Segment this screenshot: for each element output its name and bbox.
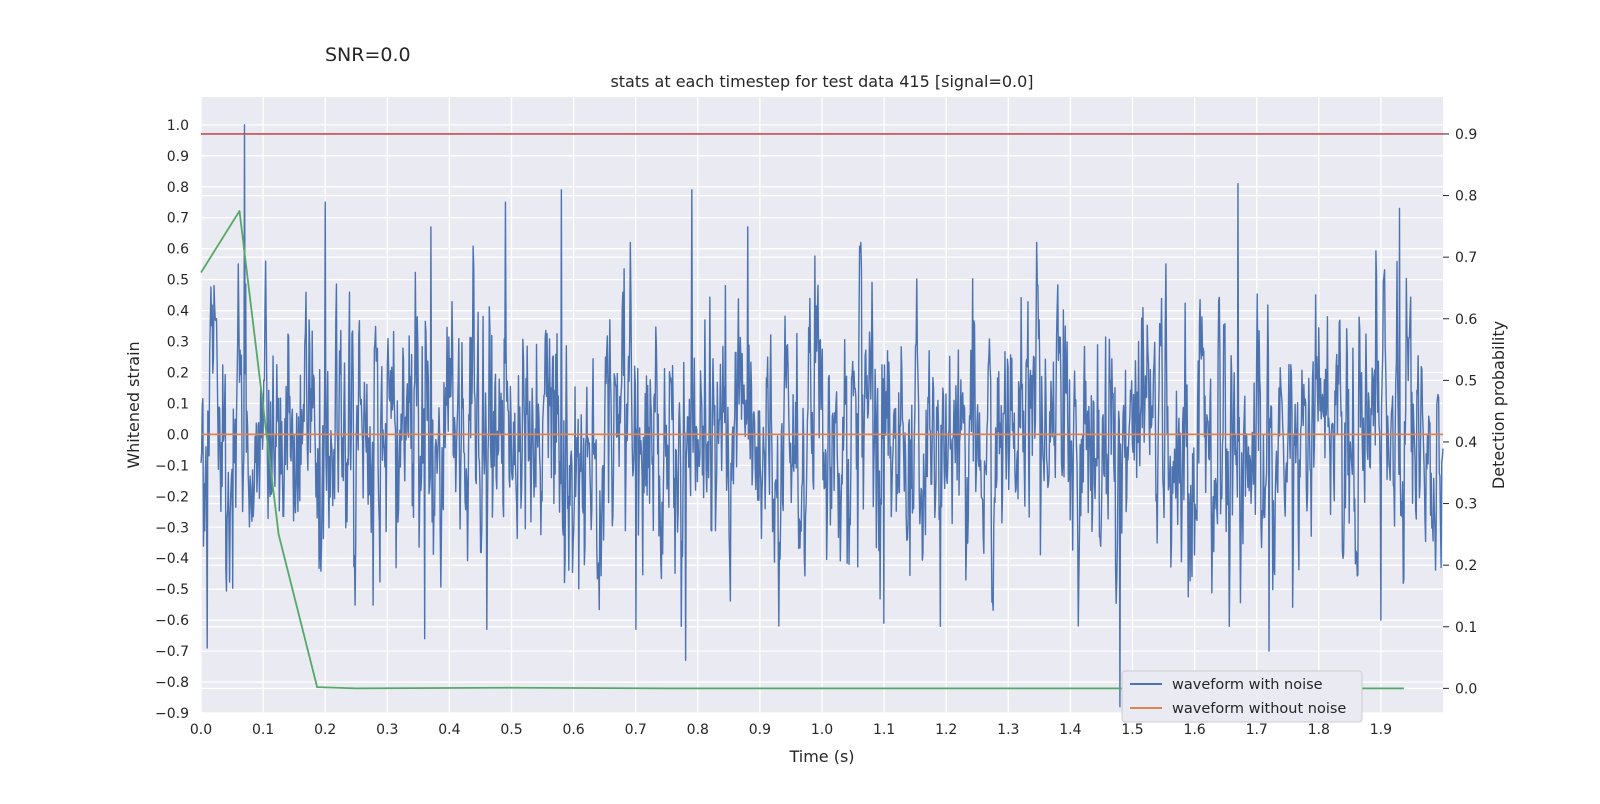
x-tick-label: 0.7 <box>625 722 647 738</box>
y-tick-label: −0.3 <box>155 520 189 536</box>
x-tick-labels: 0.0 0.1 0.2 0.3 0.4 0.5 0.6 0.7 0.8 0.9 1.0 1.1 1.2 1… <box>190 722 1392 738</box>
suptitle: SNR=0.0 <box>325 44 411 66</box>
legend: waveform with noise waveform without noi… <box>1121 670 1363 723</box>
legend-box <box>1121 670 1363 723</box>
y2-axis-label: Detection probability <box>1489 321 1508 489</box>
y-tick-label: 0.2 <box>167 365 189 381</box>
y-tick-label: −0.2 <box>155 489 189 505</box>
x-tick-label: 1.0 <box>811 722 833 738</box>
y-axis-label: Whitened strain <box>124 341 143 468</box>
x-tick-label: 1.3 <box>997 722 1019 738</box>
y2-tick-label: 0.9 <box>1455 127 1477 143</box>
chart-title: stats at each timestep for test data 415… <box>610 72 1033 91</box>
y-tick-label: 0.7 <box>167 211 189 227</box>
x-tick-label: 0.6 <box>562 722 584 738</box>
x-tick-label: 0.9 <box>749 722 771 738</box>
y-tick-label: −0.8 <box>155 675 189 691</box>
x-tick-label: 1.9 <box>1370 722 1392 738</box>
x-axis-label: Time (s) <box>788 747 854 766</box>
x-tick-label: 0.0 <box>190 722 212 738</box>
y2-tick-label: 0.2 <box>1455 558 1477 574</box>
x-tick-label: 0.1 <box>252 722 274 738</box>
y-tick-label: −0.4 <box>155 551 189 567</box>
y-tick-label: −0.6 <box>155 613 189 629</box>
y-tick-label: −0.1 <box>155 458 189 474</box>
y-tick-label: −0.9 <box>155 706 189 722</box>
y-tick-labels: 1.0 0.9 0.8 0.7 0.6 0.5 0.4 0.3 0.2 0.1 0.0 −0.1 −0.… <box>155 118 189 722</box>
x-tick-label: 1.2 <box>935 722 957 738</box>
x-tick-label: 0.8 <box>687 722 709 738</box>
y-tick-label: 0.9 <box>167 149 189 165</box>
x-tick-label: 1.4 <box>1059 722 1081 738</box>
y-tick-label: −0.7 <box>155 644 189 660</box>
y2-tick-label: 0.1 <box>1455 620 1477 636</box>
x-tick-label: 0.5 <box>500 722 522 738</box>
y-tick-label: 0.4 <box>167 304 189 320</box>
y-tick-label: 1.0 <box>167 118 189 134</box>
y-tick-label: 0.1 <box>167 396 189 412</box>
legend-label-waveform-with-noise: waveform with noise <box>1172 677 1323 693</box>
y-tick-label: 0.8 <box>167 180 189 196</box>
y-tick-label: 0.5 <box>167 273 189 289</box>
x-tick-label: 1.7 <box>1246 722 1268 738</box>
x-tick-label: 0.4 <box>438 722 460 738</box>
y-tick-label: −0.5 <box>155 582 189 598</box>
y2-tick-label: 0.8 <box>1455 189 1477 205</box>
y2-tick-label: 0.0 <box>1455 681 1477 697</box>
series-line-waveform-with-noise <box>200 124 1444 708</box>
series-layer <box>200 124 1444 708</box>
x-tick-label: 1.8 <box>1308 722 1330 738</box>
y2-tick-label: 0.4 <box>1455 435 1477 451</box>
y2-tick-label: 0.5 <box>1455 373 1477 389</box>
y2-tick-label: 0.3 <box>1455 497 1477 513</box>
y-tick-label: 0.0 <box>167 427 189 443</box>
legend-label-waveform-without-noise: waveform without noise <box>1172 701 1346 717</box>
y-tick-label: 0.3 <box>167 335 189 351</box>
x-tick-label: 1.6 <box>1183 722 1205 738</box>
y2-tick-label: 0.7 <box>1455 250 1477 266</box>
y-tick-label: 0.6 <box>167 242 189 258</box>
x-tick-label: 1.5 <box>1121 722 1143 738</box>
x-tick-label: 1.1 <box>873 722 895 738</box>
y2-tick-labels: 0.9 0.8 0.7 0.6 0.5 0.4 0.3 0.2 0.1 0.0 <box>1443 127 1477 697</box>
y2-tick-label: 0.6 <box>1455 312 1477 328</box>
x-tick-label: 0.3 <box>376 722 398 738</box>
x-tick-label: 0.2 <box>314 722 336 738</box>
